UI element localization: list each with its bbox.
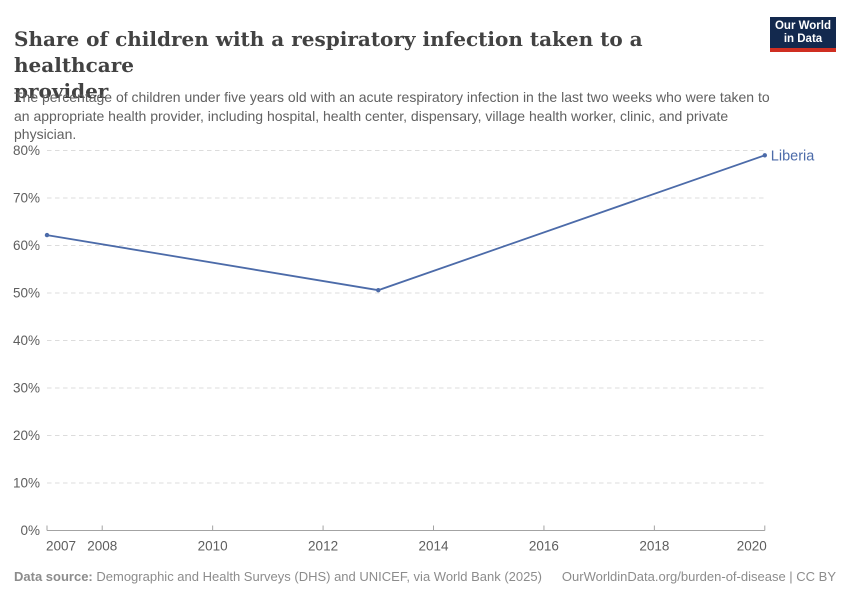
- series-end-label[interactable]: Liberia: [771, 148, 815, 164]
- x-tick-label: 2020: [737, 539, 767, 554]
- chart-subtitle-line1: The percentage of children under five ye…: [14, 89, 770, 105]
- chart-subtitle-line3: physician.: [14, 126, 77, 142]
- data-source-note: Data source: Demographic and Health Surv…: [14, 569, 542, 585]
- y-tick-label: 10%: [13, 476, 40, 491]
- owid-logo-line2: in Data: [783, 33, 823, 45]
- page-title-line1: Share of children with a respiratory inf…: [14, 27, 643, 78]
- chart-subtitle-line2: an appropriate health provider, includin…: [14, 107, 729, 124]
- y-tick-label: 0%: [20, 523, 40, 538]
- y-tick-label: 20%: [13, 428, 40, 443]
- page-title: Share of children with a respiratory inf…: [14, 26, 759, 104]
- owid-logo[interactable]: Our World in Data: [770, 17, 836, 52]
- x-tick-label: 2018: [639, 539, 669, 554]
- chart-subtitle: The percentage of children under five ye…: [14, 88, 836, 144]
- y-tick-label: 30%: [13, 381, 40, 396]
- x-tick-label: 2016: [529, 539, 559, 554]
- y-tick-label: 50%: [13, 286, 40, 301]
- page-title-line2: provider: [14, 79, 109, 104]
- line-chart[interactable]: 0% 10% 20% 30% 40% 50% 60% 70% 80% 2007 2008 2010 20…: [0, 130, 850, 575]
- owid-logo-line1: Our World: [774, 20, 831, 32]
- data-point[interactable]: [44, 232, 50, 238]
- data-source-text: Demographic and Health Surveys (DHS) and…: [96, 569, 542, 584]
- data-point[interactable]: [376, 288, 381, 293]
- x-tick-label: 2014: [418, 539, 449, 554]
- y-tick-label: 60%: [13, 238, 40, 253]
- trend-line: [46, 154, 766, 292]
- y-tick-label: 80%: [13, 143, 40, 158]
- chart-footer: Data source: Demographic and Health Surv…: [14, 569, 836, 585]
- x-tick-label: 2007: [46, 539, 76, 554]
- x-tick-label: 2010: [198, 539, 228, 554]
- y-tick-label: 40%: [13, 333, 40, 348]
- x-tick-label: 2008: [87, 539, 117, 554]
- license-link[interactable]: OurWorldinData.org/burden-of-disease | C…: [561, 569, 836, 584]
- data-source-label: Data source:: [14, 569, 93, 584]
- data-point[interactable]: [762, 153, 767, 158]
- x-tick-label: 2012: [308, 539, 338, 554]
- y-tick-label: 70%: [13, 191, 40, 206]
